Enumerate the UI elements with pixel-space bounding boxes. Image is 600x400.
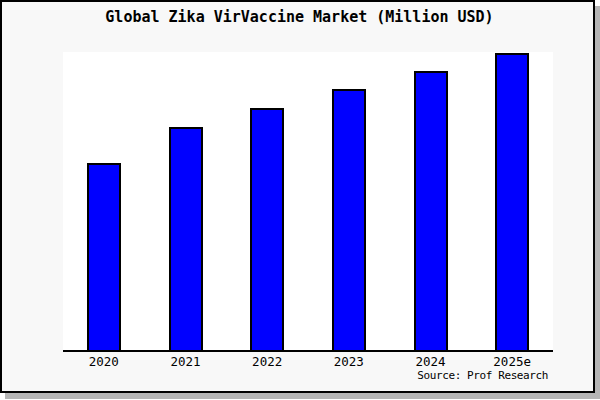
bar-2020 <box>87 163 121 350</box>
x-tick-label-2021: 2021 <box>170 354 200 369</box>
x-tick-label-2023: 2023 <box>334 354 364 369</box>
bar-2025e <box>495 53 529 350</box>
bar-2023 <box>332 89 366 350</box>
chart-title: Global Zika VirVaccine Market (Million U… <box>2 8 597 26</box>
bar-2021 <box>169 127 203 350</box>
bar-2022 <box>250 108 284 350</box>
x-tick-label-2025e: 2025e <box>493 354 531 369</box>
chart-frame: Global Zika VirVaccine Market (Million U… <box>0 0 595 393</box>
source-credit: Source: Prof Research <box>417 369 548 382</box>
plot-area <box>63 52 553 352</box>
x-tick-label-2020: 2020 <box>89 354 119 369</box>
bar-2024 <box>414 71 448 350</box>
x-tick-label-2022: 2022 <box>252 354 282 369</box>
x-tick-label-2024: 2024 <box>415 354 445 369</box>
